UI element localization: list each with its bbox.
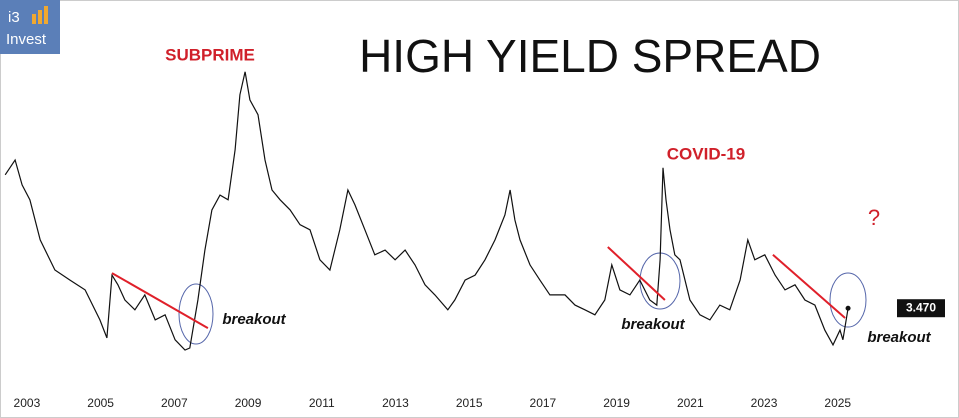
x-tick-label: 2009 <box>235 396 262 410</box>
last-point <box>845 305 851 311</box>
x-tick-label: 2025 <box>824 396 851 410</box>
annotation: COVID-19 <box>667 144 745 163</box>
chart-title: HIGH YIELD SPREAD <box>359 30 821 82</box>
annotation: breakout <box>222 311 286 328</box>
x-tick-label: 2019 <box>603 396 630 410</box>
annotation: breakout <box>867 329 931 346</box>
spread-line <box>4 71 849 351</box>
annotation: breakout <box>621 316 685 333</box>
annotation: ? <box>868 205 880 230</box>
highlight-circle <box>178 283 214 345</box>
last-value-box <box>897 299 945 318</box>
logo-text: i3 <box>8 9 20 26</box>
x-tick-label: 2003 <box>14 396 41 410</box>
logo-box <box>0 0 60 54</box>
x-tick-label: 2007 <box>161 396 188 410</box>
logo-text: Invest <box>6 31 47 48</box>
annotation: SUBPRIME <box>165 45 255 64</box>
x-tick-label: 2017 <box>530 396 557 410</box>
highlight-circle <box>829 272 867 328</box>
logo: i3 Invest <box>0 0 60 54</box>
x-tick-label: 2011 <box>309 396 335 410</box>
x-tick-label: 2023 <box>751 396 778 410</box>
x-tick-label: 2021 <box>677 396 704 410</box>
last-value-label: 3.470 <box>906 300 936 314</box>
logo-bar <box>38 10 42 24</box>
trendline <box>772 254 846 319</box>
trendline <box>111 272 209 329</box>
trendline <box>607 246 666 301</box>
x-tick-label: 2015 <box>456 396 483 410</box>
x-tick-label: 2005 <box>87 396 114 410</box>
x-tick-label: 2013 <box>382 396 409 410</box>
logo-bar <box>32 14 36 24</box>
logo-bar <box>44 6 48 24</box>
